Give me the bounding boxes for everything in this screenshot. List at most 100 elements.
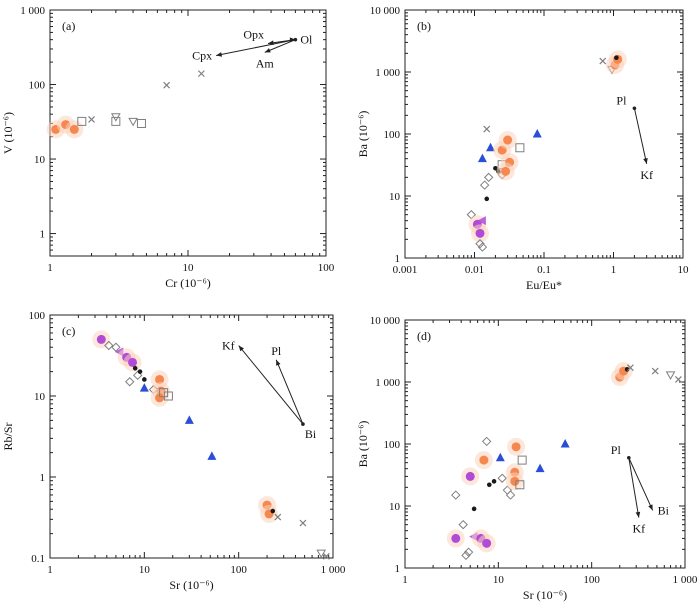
p3-data-point-2-core	[458, 519, 468, 530]
p3-data-point-4	[463, 547, 474, 557]
p3-data-point-22-core	[517, 455, 527, 465]
p0-y-tick-label: 1 000	[20, 5, 45, 17]
p1-data-point-6-core	[484, 196, 490, 202]
p1-data-point-12	[493, 165, 498, 171]
p1-y-tick-label: 100	[384, 129, 401, 141]
p2-vector-line-1	[275, 359, 304, 425]
p3-vector-line-1	[628, 457, 654, 511]
p0-data-point-9-core	[163, 81, 171, 89]
p2-x-axis-title: Sr (10⁻⁶)	[169, 578, 213, 592]
p3-data-point-15-core	[497, 473, 507, 483]
p0-data-point-3	[77, 116, 87, 126]
p2-data-point-15-core	[155, 393, 165, 403]
p1-data-point-10	[486, 142, 496, 152]
p1-data-point-11-core	[483, 125, 491, 133]
p2-y-tick-label: 10	[34, 391, 46, 403]
p3-vector-label-1: Bi	[658, 503, 670, 517]
p1-data-point-3	[477, 216, 486, 226]
p0-vector-label-1: Opx	[243, 28, 264, 42]
p0-plot-frame	[49, 9, 327, 257]
p0-data-point-7-core	[128, 117, 138, 127]
p2-data-point-26	[322, 552, 330, 560]
p2-vector-line-0	[238, 345, 304, 425]
p2-data-point-2-core	[111, 342, 121, 352]
p0-vector-arrowhead-1	[268, 40, 274, 46]
p2-data-point-16	[159, 388, 169, 398]
p1-x-tick-label: 10	[678, 264, 690, 276]
p3-data-point-20-core	[510, 476, 520, 486]
p3-data-point-11-core	[479, 455, 489, 465]
p3-data-point-2	[458, 519, 468, 530]
p1-y-axis-title: Ba (10⁻⁶)	[356, 111, 370, 158]
p1-data-point-11	[483, 125, 491, 133]
p3-data-point-23-core	[535, 463, 545, 473]
p2-data-point-24-core	[299, 519, 307, 527]
p3-data-point-22	[517, 455, 527, 465]
p1-plot-frame	[404, 9, 684, 259]
p3-data-point-28	[626, 364, 634, 372]
p0-vector-line-0	[216, 39, 296, 57]
p3-x-tick-label: 1 000	[673, 574, 698, 586]
p2-x-tick-label: 10	[139, 564, 151, 576]
p0-data-point-8-core	[136, 118, 146, 128]
p0-vector-label-3: Ol	[300, 33, 313, 47]
p3-data-point-15	[497, 473, 507, 483]
p3-data-point-24	[560, 439, 570, 448]
p1-data-point-5-core	[477, 242, 488, 252]
p3-x-tick-label: 100	[583, 574, 600, 586]
p2-panel-label: (c)	[62, 324, 75, 338]
p1-data-point-20	[515, 143, 525, 153]
p3-x-tick-label: 1	[402, 574, 408, 586]
p1-data-point-7-core	[479, 180, 490, 190]
p2-data-point-1-core	[104, 340, 114, 351]
p3-data-point-21-core	[515, 480, 525, 490]
p3-data-point-19	[507, 437, 526, 456]
p0-data-point-4	[88, 116, 95, 123]
p0-y-axis-title: V (10⁻⁶)	[1, 112, 15, 154]
p2-data-point-10-core	[142, 377, 147, 382]
p3-data-point-3	[461, 550, 471, 561]
p0-y-tick-label: 1	[40, 229, 46, 241]
p3-vector-line-0	[628, 457, 640, 518]
p2-data-point-9	[125, 377, 135, 387]
p3-data-point-14-core	[495, 452, 505, 462]
p1-vector-line-0	[633, 108, 648, 164]
p2-vector-arrowhead-1	[276, 359, 281, 366]
p1-y-tick-label: 1	[395, 253, 401, 265]
p2-data-point-13-core	[155, 374, 165, 384]
p1-y-tick-label: 10 000	[370, 5, 401, 17]
p3-vector-origin-label: Pl	[611, 443, 622, 457]
panel-a: 1 10 100 1 10 100 1 000 Cr (10⁻⁶) V (10⁻⁶) (a) Cpx…	[1, 5, 335, 290]
p3-data-point-7	[461, 467, 480, 486]
p0-data-point-6-core	[111, 116, 121, 126]
p0-data-point-10-core	[197, 70, 205, 78]
p2-data-point-8	[137, 369, 143, 374]
p3-data-point-1	[446, 529, 465, 548]
p3-x-tick-label: 10	[493, 574, 505, 586]
p2-data-point-17-core	[163, 391, 173, 401]
p0-x-tick-label: 100	[318, 262, 335, 274]
p3-panel-label: (d)	[417, 329, 431, 343]
p1-data-point-17	[498, 131, 517, 150]
p3-data-point-7-core	[465, 471, 475, 481]
p0-data-point-3-core	[77, 116, 87, 126]
p1-data-point-12-core	[493, 165, 498, 171]
p2-data-point-6	[132, 365, 138, 371]
p1-data-point-20-core	[515, 143, 525, 153]
p3-data-point-0-core	[451, 490, 461, 500]
p3-data-point-20	[505, 472, 524, 491]
p3-data-point-10-core	[481, 436, 492, 447]
p2-data-point-11-core	[139, 383, 149, 392]
p2-data-point-5	[123, 353, 142, 372]
p3-data-point-21	[515, 480, 525, 490]
p1-data-point-21	[532, 129, 542, 138]
p0-data-point-7	[128, 117, 138, 127]
p2-data-point-24	[299, 519, 307, 527]
p2-data-point-10	[142, 377, 147, 382]
p2-y-tick-label: 0.1	[31, 553, 45, 565]
p3-data-point-9-core	[482, 538, 492, 548]
p2-vector-label-1: Pl	[271, 344, 282, 358]
p1-data-point-2-core	[475, 228, 485, 238]
p0-data-point-2	[65, 120, 84, 139]
